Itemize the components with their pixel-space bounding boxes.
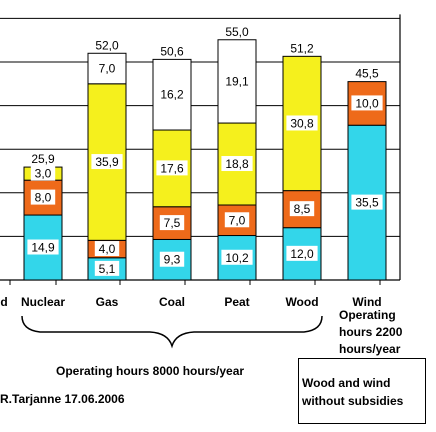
bars-group [23,39,387,281]
segment-value-label: 18,8 [225,157,249,171]
bar-total-label: 25,9 [31,152,55,166]
bar-total-label: 51,2 [290,41,314,55]
category-label-d: d [0,295,7,309]
segment-value-label: 4,0 [99,242,116,256]
category-label-coal: Coal [159,295,185,309]
segment-value-label: 16,2 [160,88,184,102]
segment-value-label: 10,2 [225,251,249,265]
bar-total-label: 45,5 [355,67,379,81]
segment-value-label: 30,8 [290,116,314,130]
subsidy-note-line2: without subsidies [302,394,404,408]
segment-label-bg [221,73,253,89]
segment-value-label: 19,1 [225,74,249,88]
segment-label-bg [27,239,59,255]
segment-value-label: 35,5 [355,196,379,210]
segment-label-bg [94,60,120,76]
category-label-wind: Wind [352,295,381,309]
segment-value-label: 8,5 [294,202,311,216]
segment-value-label: 7,5 [164,216,181,230]
category-label-peat: Peat [224,295,249,309]
segment-value-label: 5,1 [99,262,116,276]
bar-total-label: 50,6 [160,44,184,58]
segment-value-label: 3,0 [35,167,52,181]
segment-label-bg [286,115,318,131]
labels-group: 14,9 8,0 3,025,9 5,1 4,0 35,9 7,0 52,0 9,3 7,5 17,… [0,25,383,309]
category-label-gas: Gas [96,295,119,309]
segment-label-bg [159,251,185,267]
segment-label-bg [156,160,188,176]
segment-value-label: 17,6 [160,161,184,175]
segment-label-bg [94,241,120,257]
segment-value-label: 8,0 [35,191,52,205]
segment-label-bg [30,189,56,205]
segment-value-label: 14,9 [31,241,55,255]
wind-operating-hours-note: Operating hours 2200 hours/year [339,308,403,356]
segment-label-bg [351,95,383,111]
segment-value-label: 7,0 [99,62,116,76]
segment-label-bg [286,245,318,261]
gridlines [0,14,401,285]
segment-label-bg [30,165,56,181]
segment-label-bg [221,249,253,265]
segment-label-bg [351,194,383,210]
subsidy-note-line1: Wood and wind [302,376,391,390]
segment-value-label: 9,3 [164,253,181,267]
operating-hours-brace [21,315,323,349]
segment-value-label: 7,0 [229,213,246,227]
category-label-nuclear: Nuclear [21,295,65,309]
segment-label-bg [159,215,185,231]
segment-label-bg [156,86,188,102]
bar-total-label: 52,0 [95,38,119,52]
bar-segment-gas [87,52,127,85]
author-credit: R.Tarjanne 17.06.2006 [0,392,125,406]
segment-label-bg [221,156,253,172]
category-label-wood: Wood [285,295,318,309]
segment-label-bg [91,154,123,170]
segment-value-label: 35,9 [95,155,119,169]
segment-value-label: 12,0 [290,247,314,261]
segment-label-bg [224,212,250,228]
segment-value-label: 10,0 [355,96,379,110]
bar-total-label: 55,0 [225,25,249,39]
subsidy-note-box: Wood and wind without subsidies [298,358,426,424]
operating-hours-label: Operating hours 8000 hours/year [56,364,245,378]
segment-label-bg [289,201,315,217]
segment-label-bg [94,260,120,276]
